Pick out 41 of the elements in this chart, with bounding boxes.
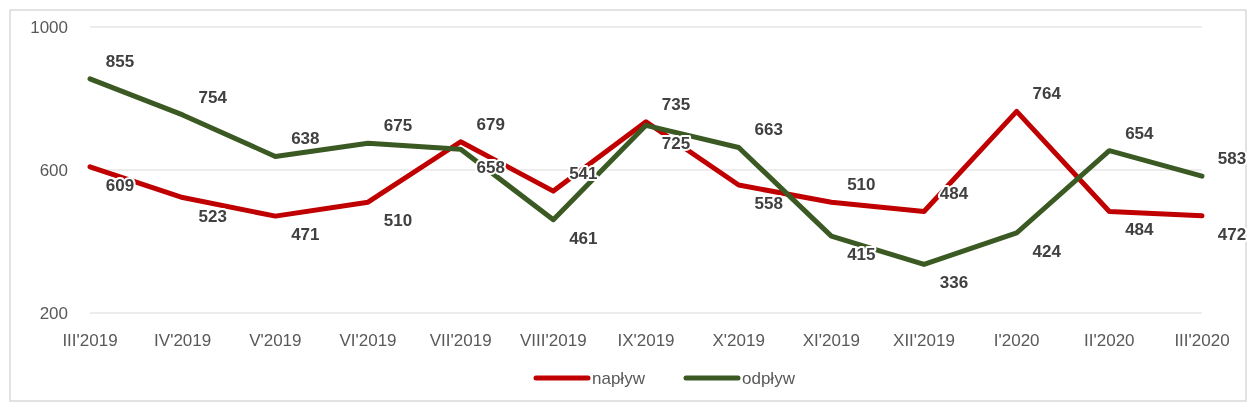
x-tick-label: V'2019 [249,331,302,350]
y-tick-label: 600 [39,161,68,180]
data-label: 484 [939,184,969,204]
data-label: 510 [383,211,413,231]
y-tick-label: 1000 [30,18,68,37]
x-tick-label: VI'2019 [339,331,397,350]
data-label: 336 [939,273,969,293]
x-tick-label: III'2020 [1174,331,1230,350]
x-tick-label: X'2019 [712,331,765,350]
x-tick-label: VIII'2019 [520,331,587,350]
data-label: 654 [1125,123,1155,143]
data-label: 583 [1217,149,1247,169]
data-label: 484 [1125,220,1155,240]
data-label: 424 [1032,241,1062,261]
data-label: 471 [291,225,320,245]
legend-label: napływ [592,369,646,388]
data-label: 764 [1032,84,1062,104]
data-label: 609 [105,175,135,195]
data-label: 679 [476,114,505,134]
data-label: 472 [1217,224,1247,244]
data-label: 754 [198,87,228,107]
x-tick-label: III'2019 [62,331,118,350]
data-label: 675 [383,116,413,136]
data-label: 461 [569,228,598,248]
data-label: 415 [847,245,876,265]
data-label: 855 [105,51,135,71]
x-tick-label: II'2020 [1084,331,1135,350]
x-tick-label: VII'2019 [429,331,492,350]
x-tick-label: IV'2019 [154,331,212,350]
data-label: 735 [661,94,691,114]
legend-label: odpływ [742,369,796,388]
x-tick-label: XI'2019 [802,331,860,350]
data-label: 638 [291,129,320,149]
x-tick-label: IX'2019 [617,331,675,350]
x-tick-label: I'2020 [993,331,1040,350]
data-label: 510 [847,175,876,195]
data-label: 663 [754,120,783,140]
data-label: 558 [754,194,783,214]
x-tick-label: XII'2019 [893,331,955,350]
y-tick-label: 200 [39,304,68,323]
data-label: 523 [198,206,227,226]
